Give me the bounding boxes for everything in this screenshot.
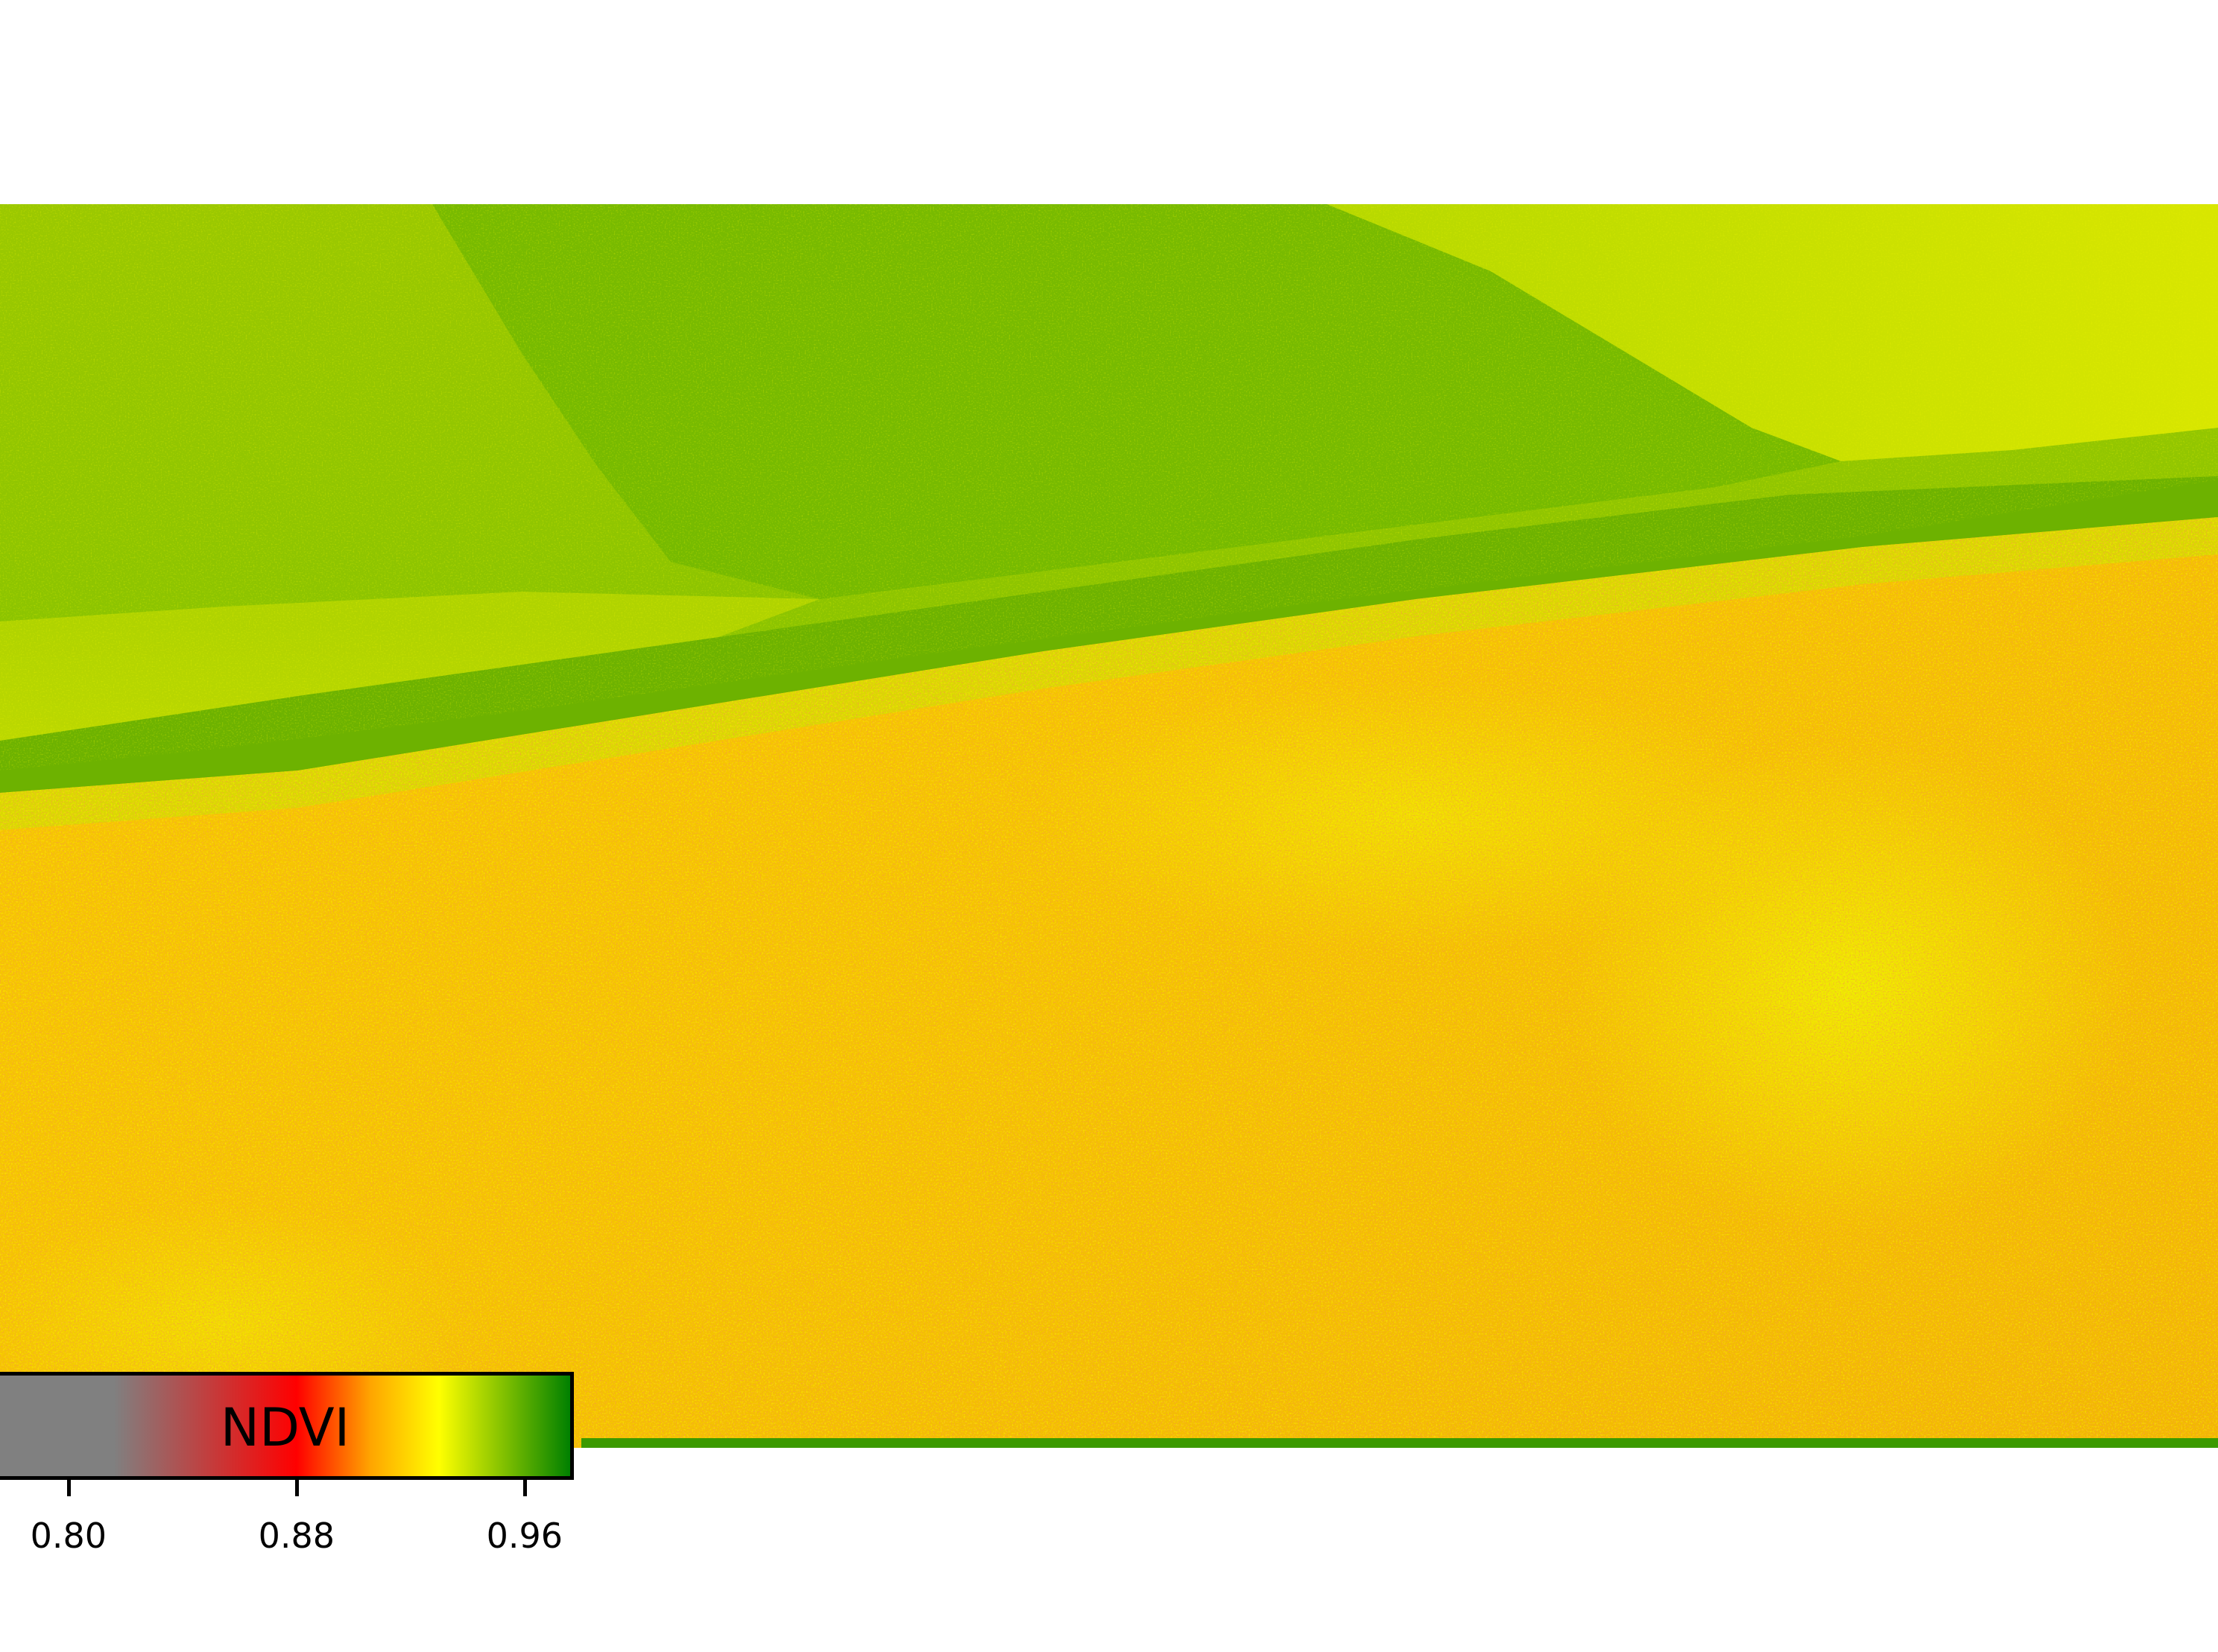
colorbar-tick-label: 0.80 (30, 1516, 107, 1556)
bottom-edge-line (581, 1438, 2218, 1448)
colorbar: NDVI (0, 1372, 574, 1480)
ndvi-map-svg (0, 204, 2218, 1448)
yellow-speckle (0, 517, 2218, 1448)
green-speckle (0, 204, 2218, 770)
colorbar-tick-label: 0.96 (486, 1516, 563, 1556)
colorbar-tick (522, 1480, 527, 1496)
colorbar-tick-label: 0.88 (258, 1516, 335, 1556)
colorbar-tick (294, 1480, 299, 1496)
ndvi-raster-map (0, 204, 2218, 1448)
colorbar-tick (66, 1480, 71, 1496)
colorbar-label: NDVI (220, 1396, 350, 1458)
colorbar-gradient (0, 1376, 570, 1476)
